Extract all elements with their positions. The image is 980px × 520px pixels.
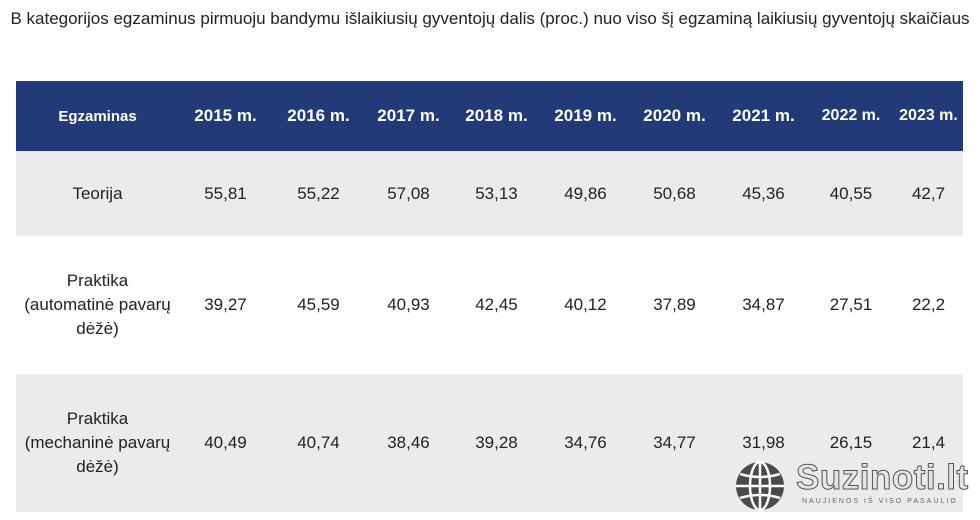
table-cell: 57,08 xyxy=(387,183,430,203)
table-cell: 39,28 xyxy=(475,433,518,452)
table-cell: 40,12 xyxy=(564,295,607,314)
table-cell: 34,76 xyxy=(564,433,607,452)
table-cell: 50,68 xyxy=(653,183,696,203)
watermark-name: Suzinoti.lt xyxy=(796,458,969,498)
table-row: Teorija 55,81 55,22 57,08 53,13 49,86 50,68 45,… xyxy=(16,151,963,236)
column-header-exam: Egzaminas xyxy=(58,107,137,125)
column-header-year: 2018 m. xyxy=(465,106,528,125)
globe-icon xyxy=(736,460,784,512)
row-label: Teorija xyxy=(72,183,123,203)
table-cell: 37,89 xyxy=(653,295,696,314)
table-cell: 42,45 xyxy=(475,295,518,314)
row-label: Praktika (automatinė pavarų dėžė) xyxy=(24,271,171,338)
table-cell: 40,55 xyxy=(829,183,873,203)
table-cell: 55,22 xyxy=(297,183,340,203)
table-row: Praktika (mechaninė pavarų dėžė) 40,49 40,… xyxy=(16,374,963,512)
table-cell: 42,7 xyxy=(911,183,946,203)
table-cell: 40,93 xyxy=(387,295,430,314)
table-cell: 53,13 xyxy=(475,183,518,203)
table-cell: 39,27 xyxy=(204,295,247,314)
data-table-container: Egzaminas 2015 m. 2016 m. 2017 m. 2018 m. 201… xyxy=(16,81,963,512)
column-header-year: 2016 m. xyxy=(287,106,350,125)
column-header-year: 2019 m. xyxy=(554,106,617,125)
table-cell: 40,74 xyxy=(297,433,340,452)
table-cell: 22,2 xyxy=(911,295,946,314)
table-cell: 34,87 xyxy=(742,295,785,314)
column-header-year: 2020 m. xyxy=(643,106,706,125)
table-cell: 40,49 xyxy=(204,433,247,452)
data-table: Egzaminas 2015 m. 2016 m. 2017 m. 2018 m. 201… xyxy=(16,81,963,512)
column-header-year: 2022 m. xyxy=(821,107,881,124)
table-cell: 31,98 xyxy=(742,433,785,452)
table-cell: 45,59 xyxy=(297,295,340,314)
table-cell: 49,86 xyxy=(564,183,607,203)
table-body: Teorija 55,81 55,22 57,08 53,13 49,86 50,68 45,… xyxy=(16,151,963,512)
table-cell: 34,77 xyxy=(653,433,696,452)
table-cell: 55,81 xyxy=(204,183,247,203)
table-title: B kategorijos egzaminus pirmuoju bandymu… xyxy=(10,9,970,28)
table-cell: 21,4 xyxy=(911,433,946,452)
table-cell: 45,36 xyxy=(742,183,785,203)
watermark-logo: Suzinoti.lt NAUJIENOS IŠ VISO PASAULIO xyxy=(734,458,980,514)
table-cell: 26,15 xyxy=(829,433,873,452)
row-label: Praktika (mechaninė pavarų dėžė) xyxy=(24,409,171,476)
table-cell: 27,51 xyxy=(829,295,873,314)
watermark-tagline: NAUJIENOS IŠ VISO PASAULIO xyxy=(802,498,958,505)
table-header: Egzaminas 2015 m. 2016 m. 2017 m. 2018 m. 201… xyxy=(16,81,963,151)
header-row: Egzaminas 2015 m. 2016 m. 2017 m. 2018 m. 201… xyxy=(16,81,963,151)
column-header-year: 2023 m. xyxy=(899,107,958,124)
column-header-year: 2017 m. xyxy=(377,106,440,125)
column-header-year: 2021 m. xyxy=(732,106,795,125)
table-row: Praktika (automatinė pavarų dėžė) 39,27 45… xyxy=(16,236,963,374)
table-cell: 38,46 xyxy=(387,433,430,452)
column-header-year: 2015 m. xyxy=(194,106,257,125)
